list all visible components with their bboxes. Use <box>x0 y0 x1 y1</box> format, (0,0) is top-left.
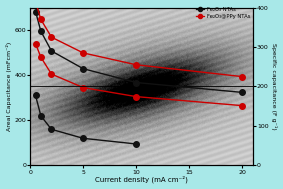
X-axis label: Current density (mA cm⁻²): Current density (mA cm⁻²) <box>95 176 188 184</box>
Y-axis label: Specific capacitance (F g⁻¹): Specific capacitance (F g⁻¹) <box>271 43 277 130</box>
Legend: Fe₂O₃ NTAs, Fe₂O₃@PPy NTAs: Fe₂O₃ NTAs, Fe₂O₃@PPy NTAs <box>196 7 250 19</box>
Y-axis label: Areal Capacitance (mFcm⁻²): Areal Capacitance (mFcm⁻²) <box>6 42 12 131</box>
